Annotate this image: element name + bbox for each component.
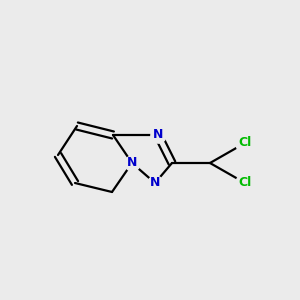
Text: Cl: Cl (238, 176, 252, 190)
Text: N: N (127, 157, 137, 169)
Text: Cl: Cl (238, 136, 252, 149)
Text: N: N (150, 176, 160, 190)
Text: N: N (153, 128, 163, 142)
